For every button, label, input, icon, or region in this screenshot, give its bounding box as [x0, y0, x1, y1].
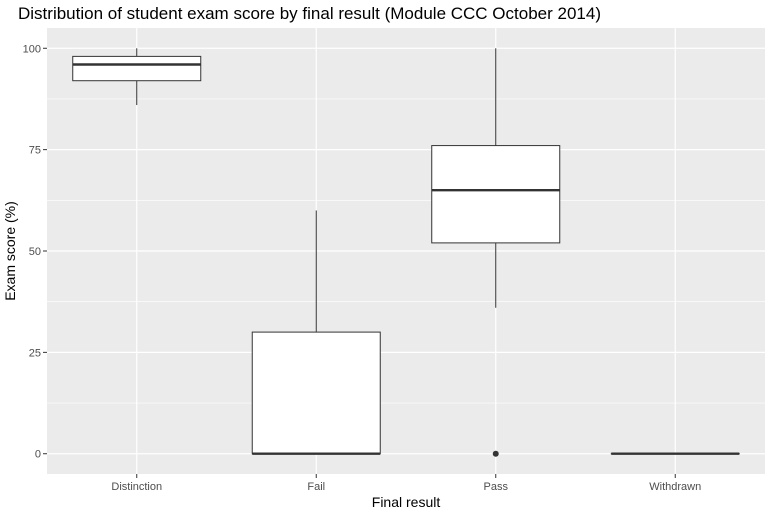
x-tick-label: Pass	[484, 481, 509, 493]
box-pass	[431, 48, 561, 457]
x-tick-label: Withdrawn	[649, 481, 701, 493]
box-distinction	[72, 48, 202, 106]
y-axis-title: Exam score (%)	[2, 201, 18, 301]
x-tick-label: Distinction	[111, 481, 162, 493]
boxes-layer	[72, 48, 740, 457]
outlier-point	[492, 450, 499, 457]
y-tick-label: 0	[35, 449, 41, 461]
y-tick-label: 25	[29, 347, 41, 359]
box-iqr	[251, 331, 381, 455]
box-iqr	[431, 145, 561, 244]
box-iqr	[72, 55, 202, 82]
y-tick-label: 75	[29, 145, 41, 157]
x-axis: Distinction Fail Pass Withdrawn	[111, 474, 701, 493]
x-axis-title: Final result	[372, 494, 441, 510]
chart-title: Distribution of student exam score by fi…	[18, 4, 601, 23]
x-tick-label: Fail	[307, 481, 325, 493]
y-axis: 0 25 50 75 100	[23, 43, 47, 461]
y-tick-label: 50	[29, 246, 41, 258]
y-tick-label: 100	[23, 43, 41, 55]
box-fail	[251, 210, 381, 455]
